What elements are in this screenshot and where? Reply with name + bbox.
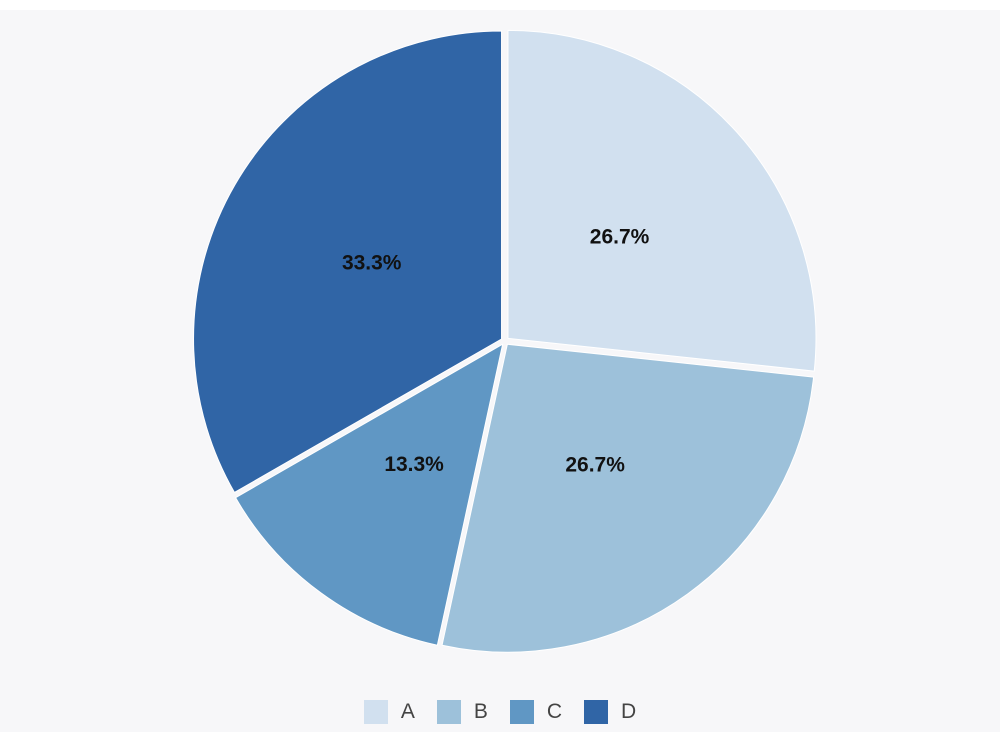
legend-label-b: B bbox=[473, 700, 488, 723]
slice-label-c: 13.3% bbox=[384, 453, 444, 476]
slice-label-a: 26.7% bbox=[590, 226, 650, 249]
slice-label-d: 33.3% bbox=[342, 251, 402, 274]
pie-slice-b[interactable] bbox=[441, 343, 815, 653]
legend-item-b[interactable]: B bbox=[436, 700, 488, 724]
slice-label-b: 26.7% bbox=[565, 453, 625, 476]
pie-slice-d[interactable] bbox=[193, 30, 503, 493]
legend-label-a: A bbox=[400, 700, 415, 723]
legend-item-a[interactable]: A bbox=[363, 700, 415, 724]
legend-swatch-c bbox=[509, 700, 534, 724]
legend-label-d: D bbox=[621, 700, 637, 723]
legend-swatch-a bbox=[363, 700, 388, 724]
legend-label-c: C bbox=[546, 700, 563, 723]
legend-item-c[interactable]: C bbox=[509, 700, 563, 724]
legend-swatch-b bbox=[436, 700, 461, 724]
legend-swatch-d bbox=[584, 700, 609, 724]
pie-chart: 26.7% 26.7% 13.3% 33.3% bbox=[193, 29, 817, 653]
legend-item-d[interactable]: D bbox=[584, 700, 636, 724]
chart-area: 26.7% 26.7% 13.3% 33.3% A B C D bbox=[0, 10, 1000, 732]
pie-slice-a[interactable] bbox=[507, 29, 817, 372]
legend: A B C D bbox=[0, 694, 1000, 730]
pie-slice-c[interactable] bbox=[235, 343, 504, 646]
